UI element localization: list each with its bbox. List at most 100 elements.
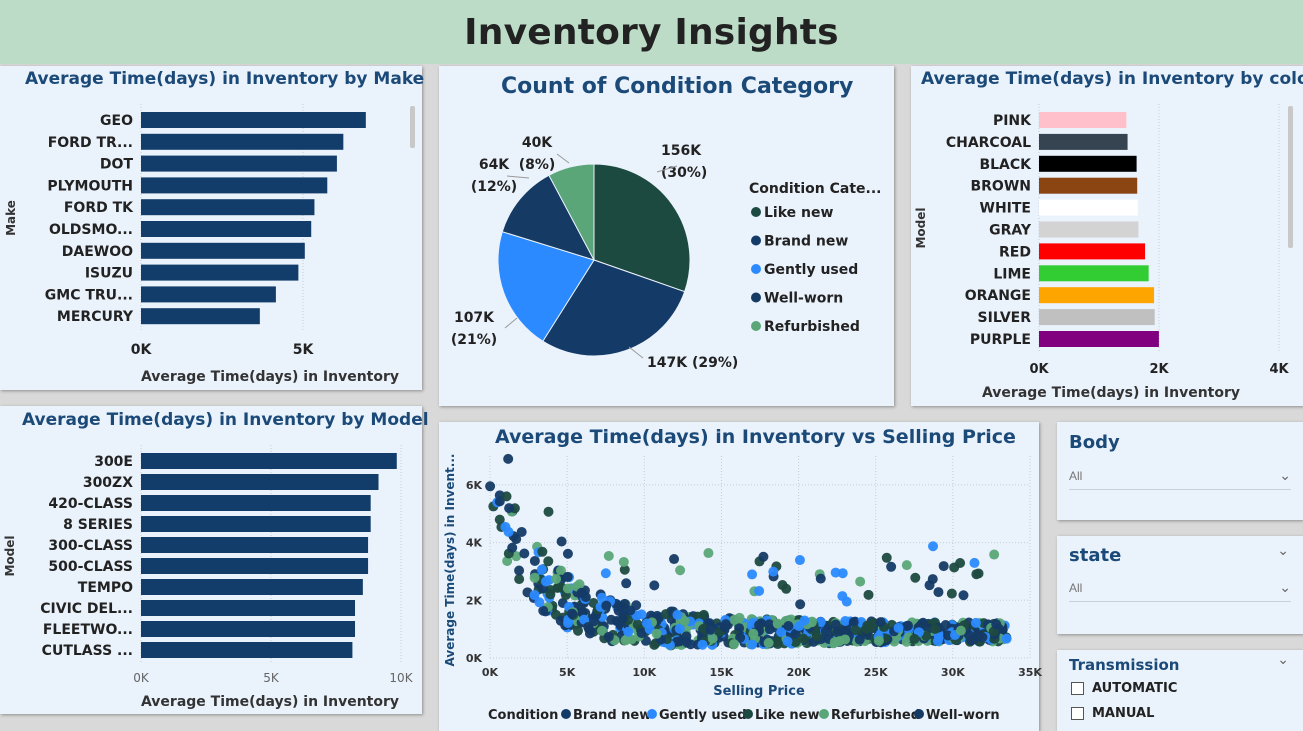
data-point [636,628,647,639]
data-point [576,606,587,617]
data-point [1001,633,1012,644]
checkbox[interactable] [1071,682,1084,695]
legend-label: Well-worn [926,708,1000,723]
data-point [841,596,852,607]
data-label: 40K [522,135,553,151]
make-chart-scrollbar[interactable] [410,106,415,148]
y-tick-label: 2K [466,594,483,607]
make-chart-panel[interactable]: Average Time(days) in Inventory by Make … [0,66,425,390]
legend-label: Refurbished [831,708,920,723]
pie-slice [593,163,691,293]
option-label: AUTOMATIC [1092,681,1178,696]
checkbox[interactable] [1071,707,1084,720]
transmission-option-manual[interactable]: MANUAL [1071,706,1154,721]
scatter-chart-title: Average Time(days) in Inventory vs Selli… [495,426,1016,448]
pie-slice [548,163,595,261]
data-point [613,605,624,616]
data-point [790,628,801,639]
scatter-chart[interactable]: 0K 2K 4K 6K 0K 5K 10K 15K 20K 25K 30K 35K Selling Pr… [439,422,1042,731]
data-point [927,574,938,585]
model-chart-panel[interactable]: Average Time(days) in Inventory by Model… [0,406,429,714]
category-label: 500-CLASS [48,559,133,575]
chevron-down-icon[interactable]: ⌄ [1279,579,1291,595]
color-chart-panel[interactable]: Average Time(days) in Inventory by color… [911,66,1303,406]
x-tick-label: 0K [482,666,499,679]
data-point [619,564,630,575]
data-point [776,627,787,638]
data-point [969,557,980,568]
legend-marker [751,235,761,246]
bar [1039,331,1159,347]
data-label: 64K [479,157,510,173]
legend-label: Gently used [764,262,858,278]
x-tick-label: 4K [1269,362,1289,377]
data-point [540,576,551,587]
bar [141,286,276,303]
chevron-down-icon[interactable]: ⌄ [1279,467,1291,483]
category-label: 300E [94,454,133,470]
data-point [910,572,921,583]
transmission-option-automatic[interactable]: AUTOMATIC [1071,681,1177,696]
color-chart-scrollbar[interactable] [1288,106,1293,248]
color-bar-chart[interactable]: 0K 2K 4K PINK CHARCOAL BLACK BROWN WHITE GRAY RED… [911,66,1303,406]
data-point [562,548,573,559]
category-label: LIME [993,266,1031,282]
category-label: PLYMOUTH [47,178,133,194]
data-point [748,628,759,639]
data-point [772,618,783,629]
make-chart-title: Average Time(days) in Inventory by Make [25,69,425,89]
data-point [500,521,511,532]
data-point [991,619,1002,630]
state-dropdown[interactable]: All ⌄ [1069,574,1291,602]
data-point [854,634,865,645]
chevron-down-icon[interactable]: ⌄ [1277,542,1289,558]
bar [1039,112,1127,128]
data-point [543,556,554,567]
data-point [933,587,944,598]
data-point [782,636,793,647]
data-point [579,614,590,625]
data-point [576,587,587,598]
category-label: BLACK [979,157,1032,173]
data-point [747,639,758,650]
category-label: CHARCOAL [946,135,1031,151]
state-slicer-title: state [1069,545,1122,566]
data-point [514,565,525,576]
make-bar-chart[interactable]: 0K 5K GEO FORD TR... DOT PLYMOUTH FORD TK OLDSM… [0,66,422,390]
data-point [617,613,628,624]
x-tick-label: 5K [559,666,576,679]
bar [141,264,299,281]
data-point [958,590,969,601]
condition-pie-chart[interactable]: 156K (30%) 147K (29%) 107K (21%) 64K (12%) 40K (… [439,66,894,406]
data-point [747,569,758,580]
dashboard-header: Inventory Insights [0,0,1303,64]
bar [1039,287,1155,304]
model-bar-chart[interactable]: 0K 5K 10K 300E 300ZX 420-CLASS 8 SERIES 300-CLA… [0,406,422,714]
data-point [971,569,982,580]
data-point [929,624,940,635]
bar [141,242,305,259]
x-tick-label: 30K [941,666,965,679]
bar [1039,155,1137,172]
bar [141,155,337,172]
data-point [675,565,686,576]
data-point [621,578,632,589]
chevron-down-icon[interactable]: ⌄ [1277,651,1289,667]
bar [141,453,397,469]
body-slicer[interactable]: Body All ⌄ [1057,422,1303,520]
data-point [536,564,547,575]
body-dropdown[interactable]: All ⌄ [1069,462,1291,490]
legend-label: Brand new [764,234,848,250]
scatter-chart-panel[interactable]: Average Time(days) in Inventory vs Selli… [439,422,1042,731]
pie-slice [501,174,596,261]
category-label: PURPLE [970,332,1031,348]
transmission-slicer[interactable]: Transmission ⌄ AUTOMATIC MANUAL [1057,650,1303,731]
data-point [603,631,614,642]
state-slicer[interactable]: state ⌄ All ⌄ [1057,536,1303,634]
condition-chart-panel[interactable]: Count of Condition Category 156K (30%) 147… [439,66,894,406]
bar [141,516,371,532]
bar [141,558,369,574]
data-point [502,556,513,567]
data-point [679,615,690,626]
data-point [534,597,545,608]
